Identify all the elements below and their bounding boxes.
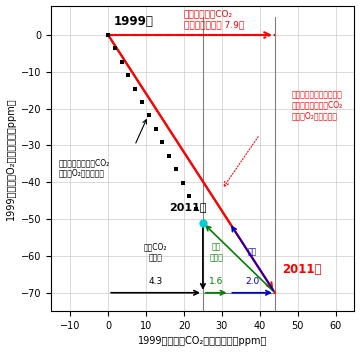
- Text: 1999年: 1999年: [114, 15, 154, 29]
- Text: 海洋: 海洋: [248, 248, 257, 257]
- Text: 大気CO₂
増加量: 大気CO₂ 増加量: [144, 243, 167, 262]
- Text: 観測された大気中CO₂
およびO₂濃度の変化: 観測された大気中CO₂ およびO₂濃度の変化: [59, 158, 110, 177]
- Text: （年間排出量： 7.9）: （年間排出量： 7.9）: [184, 20, 244, 30]
- Text: 1.6: 1.6: [209, 277, 223, 286]
- X-axis label: 1999年からのCO₂濃度の変化（ppm）: 1999年からのCO₂濃度の変化（ppm）: [138, 337, 267, 346]
- Text: 2.0: 2.0: [245, 277, 259, 286]
- Y-axis label: 1999年からのO₂濃度の変化（ppm）: 1999年からのO₂濃度の変化（ppm）: [5, 97, 15, 220]
- Text: 陸上
生物圈: 陸上 生物圈: [209, 243, 223, 262]
- Text: 4.3: 4.3: [148, 277, 163, 286]
- Text: 2011年: 2011年: [169, 202, 206, 212]
- Text: 2011年: 2011年: [283, 263, 322, 276]
- Text: 化石燃料起源CO₂: 化石燃料起源CO₂: [184, 10, 233, 18]
- Text: 化石燃料の消費統計から
予測される大気中CO₂
およびO₂濃度の変化: 化石燃料の消費統計から 予測される大気中CO₂ およびO₂濃度の変化: [292, 90, 343, 120]
